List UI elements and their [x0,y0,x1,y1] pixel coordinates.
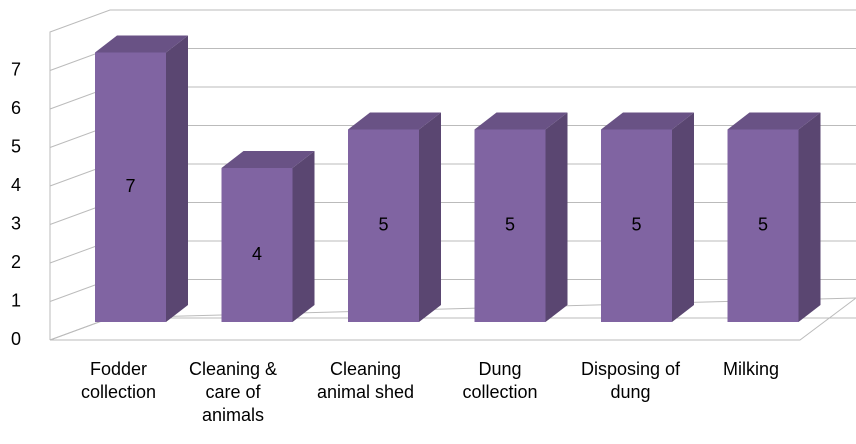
data-label: 7 [125,176,135,196]
data-label: 5 [378,215,388,235]
y-tick-label: 3 [11,213,21,233]
bar-side [545,112,568,322]
x-tick-label: Cleaning & care of animals [188,359,278,425]
bar-top [727,112,821,130]
y-tick-label: 7 [11,59,21,79]
x-tick-label: Dung collection [462,359,538,402]
bar-top [601,112,694,130]
bar-side [419,112,441,322]
bar [348,129,419,322]
data-label: 4 [252,244,262,264]
x-tick-label: Milking [722,359,779,379]
x-tick-label: Cleaning animal shed [316,359,415,402]
bar [95,52,166,322]
bar-side [292,151,315,322]
bar [221,168,293,322]
bar [727,129,799,322]
y-tick-label: 2 [11,252,21,272]
bar-top [221,151,315,168]
data-label: 5 [758,215,768,235]
x-tick-label: Disposing of dung [580,359,681,402]
y-tick-label: 4 [11,175,21,195]
y-tick-label: 5 [11,136,21,156]
bar [601,129,672,322]
y-tick-label: 6 [11,98,21,118]
y-tick-label: 1 [11,290,21,310]
x-tick-label: Fodder collection [80,359,157,402]
data-label: 5 [631,215,641,235]
bar-side [672,112,694,322]
bar-side [166,35,188,322]
bar-top [474,112,568,130]
y-tick-label: 0 [11,329,21,349]
bar-side [798,112,821,322]
bar-top [348,112,441,130]
bar-top [95,35,188,53]
data-label: 5 [505,215,515,235]
bar [474,129,546,322]
